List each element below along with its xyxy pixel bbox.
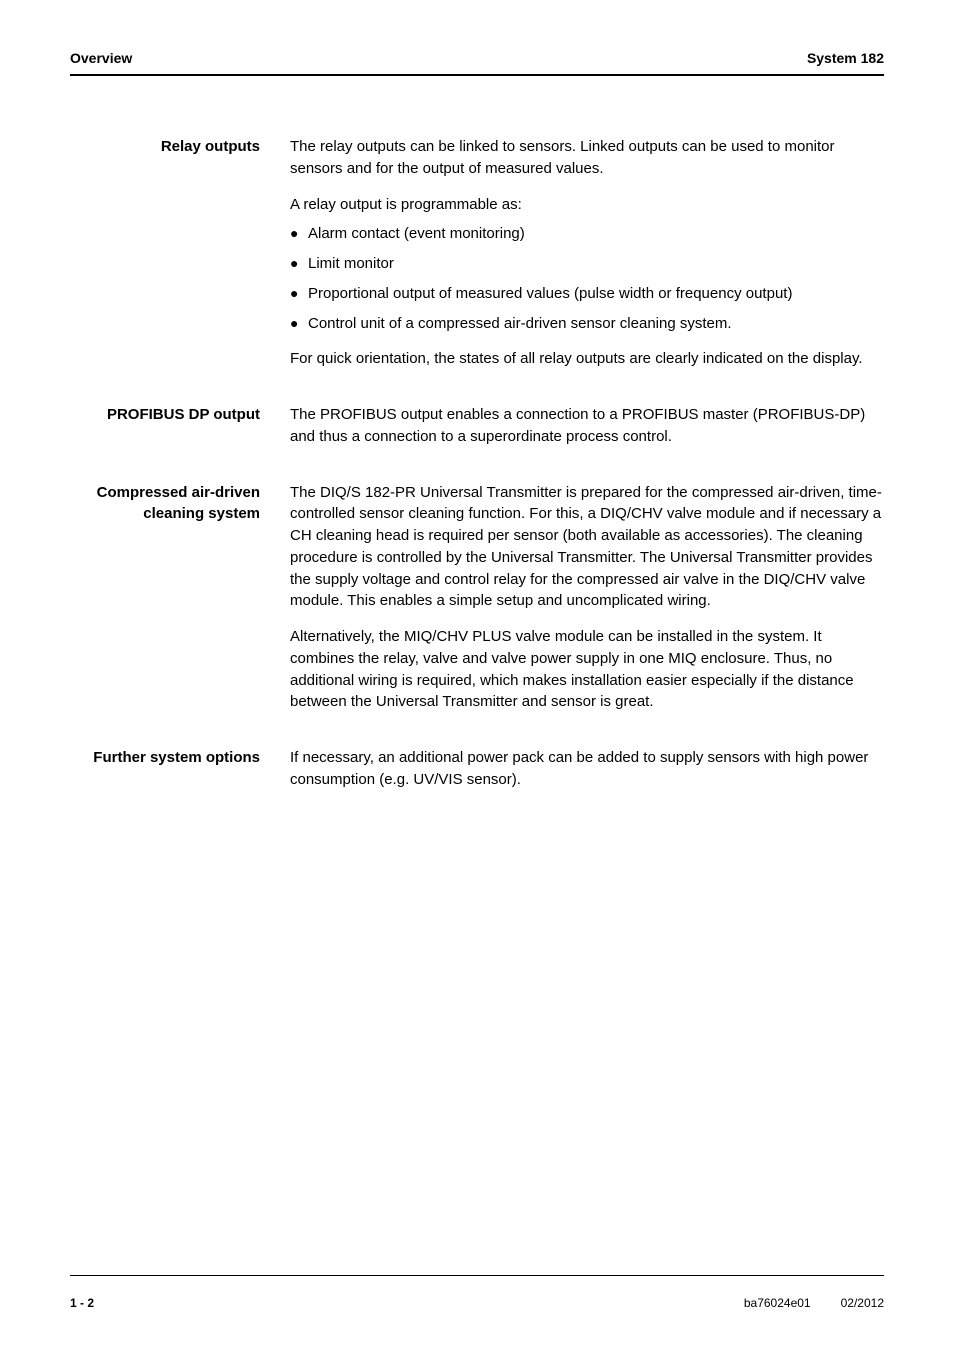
compressed-para2: Alternatively, the MIQ/CHV PLUS valve mo… xyxy=(290,626,884,713)
section-body-compressed: The DIQ/S 182-PR Universal Transmitter i… xyxy=(290,482,884,728)
header-system-name: System 182 xyxy=(807,50,884,66)
bullet-icon: ● xyxy=(290,313,308,335)
footer-page-number: 1 - 2 xyxy=(70,1296,94,1310)
bullet-text: Alarm contact (event monitoring) xyxy=(308,223,884,245)
bullet-item: ● Proportional output of measured values… xyxy=(290,283,884,305)
footer-date: 02/2012 xyxy=(841,1296,884,1310)
section-further: Further system options If necessary, an … xyxy=(70,747,884,805)
section-body-profibus: The PROFIBUS output enables a connection… xyxy=(290,404,884,462)
section-label-compressed: Compressed air-driven cleaning system xyxy=(70,482,290,728)
bullet-text: Proportional output of measured values (… xyxy=(308,283,884,305)
compressed-label-line1: Compressed air-driven xyxy=(97,484,260,501)
compressed-label-line2: cleaning system xyxy=(143,505,260,522)
bullet-item: ● Control unit of a compressed air-drive… xyxy=(290,313,884,335)
relay-outro: For quick orientation, the states of all… xyxy=(290,348,884,370)
section-compressed: Compressed air-driven cleaning system Th… xyxy=(70,482,884,728)
bullet-icon: ● xyxy=(290,253,308,275)
section-label-relay: Relay outputs xyxy=(70,136,290,384)
relay-bullet-list: ● Alarm contact (event monitoring) ● Lim… xyxy=(290,223,884,334)
page-footer: 1 - 2 ba76024e01 02/2012 xyxy=(70,1275,884,1310)
bullet-text: Control unit of a compressed air-driven … xyxy=(308,313,884,335)
section-body-relay: The relay outputs can be linked to senso… xyxy=(290,136,884,384)
section-profibus: PROFIBUS DP output The PROFIBUS output e… xyxy=(70,404,884,462)
compressed-para1: The DIQ/S 182-PR Universal Transmitter i… xyxy=(290,482,884,613)
bullet-icon: ● xyxy=(290,283,308,305)
section-relay-outputs: Relay outputs The relay outputs can be l… xyxy=(70,136,884,384)
section-label-further: Further system options xyxy=(70,747,290,805)
header-section-name: Overview xyxy=(70,50,132,66)
relay-list-intro: A relay output is programmable as: xyxy=(290,194,884,216)
footer-right-group: ba76024e01 02/2012 xyxy=(744,1296,884,1310)
further-text: If necessary, an additional power pack c… xyxy=(290,747,884,791)
content-body: Relay outputs The relay outputs can be l… xyxy=(70,136,884,825)
page-header: Overview System 182 xyxy=(70,50,884,76)
bullet-text: Limit monitor xyxy=(308,253,884,275)
profibus-text: The PROFIBUS output enables a connection… xyxy=(290,404,884,448)
bullet-item: ● Limit monitor xyxy=(290,253,884,275)
bullet-icon: ● xyxy=(290,223,308,245)
bullet-item: ● Alarm contact (event monitoring) xyxy=(290,223,884,245)
section-label-profibus: PROFIBUS DP output xyxy=(70,404,290,462)
footer-doc-id: ba76024e01 xyxy=(744,1296,811,1310)
section-body-further: If necessary, an additional power pack c… xyxy=(290,747,884,805)
relay-intro: The relay outputs can be linked to senso… xyxy=(290,136,884,180)
